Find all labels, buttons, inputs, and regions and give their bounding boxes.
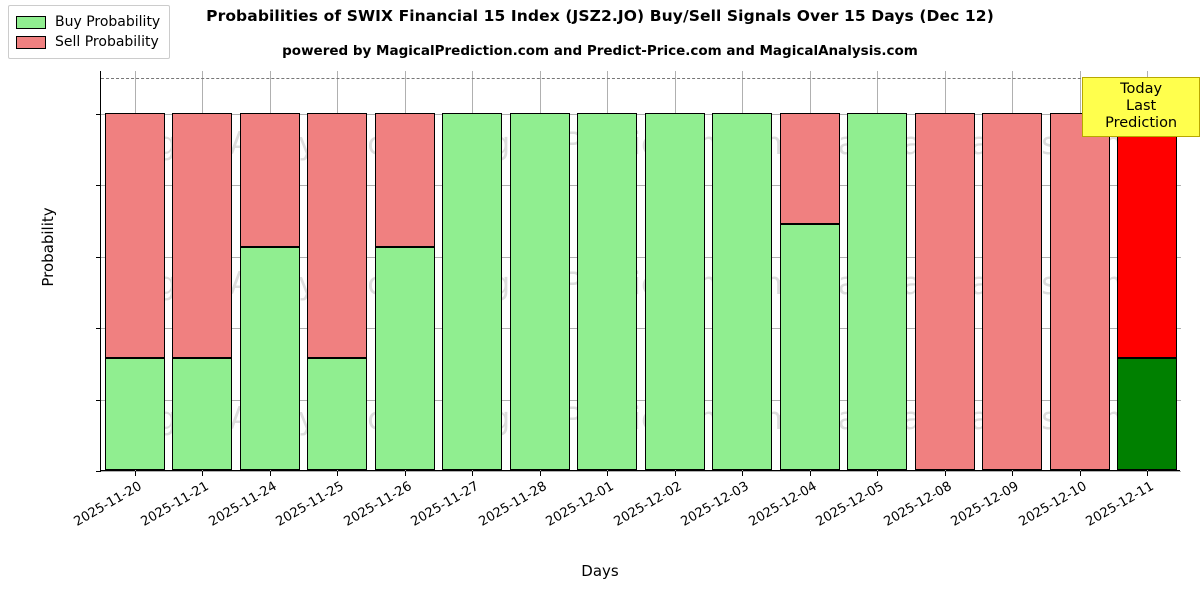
bar-segment-buy[interactable] (712, 112, 773, 470)
bar-group[interactable] (239, 70, 300, 470)
bar-segment-buy[interactable] (779, 224, 840, 470)
today-annotation-line2: Last Prediction (1105, 98, 1178, 132)
x-tick-mark (1079, 471, 1081, 476)
bar-group[interactable] (847, 70, 908, 470)
x-tick-mark (1012, 471, 1014, 476)
x-tick-mark (404, 471, 406, 476)
chart-title: Probabilities of SWIX Financial 15 Index… (206, 7, 994, 25)
y-axis-title: Probability (39, 207, 57, 287)
bar-segment-sell[interactable] (307, 112, 368, 359)
bar-segment-buy[interactable] (374, 246, 435, 470)
y-gridline (101, 399, 1181, 401)
y-tick-mark (96, 256, 101, 258)
bar-group[interactable] (982, 70, 1043, 470)
y-tick-mark (96, 471, 101, 472)
x-tick-mark (134, 471, 136, 476)
bar-segment-buy[interactable] (577, 112, 638, 470)
bar-segment-sell[interactable] (1117, 112, 1178, 359)
bar-segment-buy[interactable] (104, 358, 165, 470)
y-gridline (101, 256, 1181, 258)
x-tick-label: 2025-11-20 (71, 479, 145, 530)
legend-item[interactable]: Buy Probability (16, 12, 160, 32)
x-tick-mark (1147, 471, 1149, 476)
x-tick-mark (877, 471, 879, 476)
y-gridline (101, 185, 1181, 187)
legend-item[interactable]: Sell Probability (16, 32, 160, 52)
legend-swatch-icon (16, 35, 46, 49)
bar-segment-buy[interactable] (847, 112, 908, 470)
bar-segment-buy[interactable] (239, 246, 300, 470)
y-tick-mark (96, 328, 101, 330)
y-tick-mark (96, 399, 101, 401)
y-gridline (101, 328, 1181, 330)
bar-group[interactable] (374, 70, 435, 470)
bar-group[interactable] (509, 70, 570, 470)
x-axis-title: Days (581, 562, 619, 580)
bar-segment-buy[interactable] (172, 358, 233, 470)
x-tick-mark (269, 471, 271, 476)
today-annotation-line1: Today (1120, 81, 1163, 97)
legend: Buy Probability Sell Probability (8, 5, 171, 59)
bar-group[interactable] (712, 70, 773, 470)
bar-segment-buy[interactable] (307, 358, 368, 470)
bar-group[interactable] (104, 70, 165, 470)
x-tick-mark (944, 471, 946, 476)
bar-group[interactable] (442, 70, 503, 470)
bar-group[interactable] (172, 70, 233, 470)
bar-segment-sell[interactable] (982, 112, 1043, 470)
bar-group[interactable] (1117, 70, 1178, 470)
bar-group[interactable] (779, 70, 840, 470)
legend-label: Buy Probability (55, 14, 161, 30)
legend-swatch-icon (16, 15, 46, 29)
bar-segment-sell[interactable] (239, 112, 300, 247)
bar-segment-sell[interactable] (104, 112, 165, 359)
plot-inner: 020406080100MagicalAnalysis.comMagicalPr… (71, 70, 1181, 530)
x-tick-mark (742, 471, 744, 476)
x-tick-mark (337, 471, 339, 476)
bar-segment-buy[interactable] (1117, 358, 1178, 470)
bar-segment-buy[interactable] (644, 112, 705, 470)
x-tick-mark (607, 471, 609, 476)
chart-subtitle: powered by MagicalPrediction.com and Pre… (282, 43, 918, 59)
bar-group[interactable] (1049, 70, 1110, 470)
bar-group[interactable] (914, 70, 975, 470)
y-gridline (101, 471, 1181, 472)
bar-segment-sell[interactable] (1049, 112, 1110, 470)
today-annotation: Today Last Prediction (1082, 77, 1200, 138)
bar-segment-sell[interactable] (914, 112, 975, 470)
bar-segment-sell[interactable] (172, 112, 233, 359)
x-tick-mark (202, 471, 204, 476)
x-tick-mark (472, 471, 474, 476)
bar-segment-sell[interactable] (374, 112, 435, 247)
bar-group[interactable] (307, 70, 368, 470)
plot-area: 020406080100MagicalAnalysis.comMagicalPr… (71, 70, 1181, 530)
x-tick-mark (674, 471, 676, 476)
y-tick-mark (96, 113, 101, 115)
bar-group[interactable] (644, 70, 705, 470)
reference-line (101, 78, 1181, 80)
y-gridline (101, 113, 1181, 115)
y-tick-mark (96, 185, 101, 187)
x-tick-mark (539, 471, 541, 476)
legend-label: Sell Probability (55, 34, 159, 50)
bar-segment-buy[interactable] (442, 112, 503, 470)
bar-group[interactable] (577, 70, 638, 470)
x-tick-mark (809, 471, 811, 476)
bar-segment-sell[interactable] (779, 112, 840, 225)
bar-segment-buy[interactable] (509, 112, 570, 470)
